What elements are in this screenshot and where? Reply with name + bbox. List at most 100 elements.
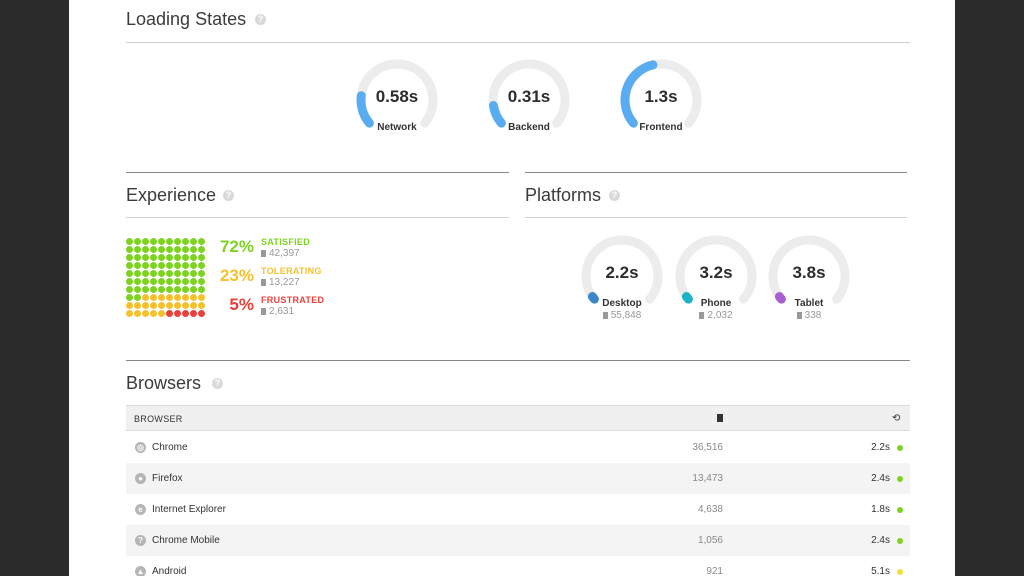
document-icon[interactable] xyxy=(717,414,723,422)
gauge-count: 55,848 xyxy=(610,310,642,321)
browser-row-internet-explorer[interactable]: e Internet Explorer 4,638 1.8s xyxy=(126,494,910,525)
satisfied-dot xyxy=(190,254,197,261)
satisfied-dot xyxy=(174,254,181,261)
gauge-value: 0.58s xyxy=(375,87,419,106)
tolerating-dot xyxy=(134,302,141,309)
satisfied-dot xyxy=(126,238,133,245)
gauge-fill xyxy=(774,292,786,304)
frustrated-label: FRUSTRATED xyxy=(261,295,325,305)
browser-name: Android xyxy=(152,566,187,576)
loading-states-title: Loading States xyxy=(126,9,247,29)
satisfied-dot xyxy=(158,254,165,261)
gauge-tablet[interactable]: 3.8s Tablet 338 xyxy=(767,234,851,321)
satisfied-dot xyxy=(182,254,189,261)
tolerating-dot xyxy=(166,294,173,301)
gauge-network[interactable]: 0.58s Network xyxy=(355,58,439,133)
browser-load-time: 2.4s xyxy=(871,535,890,546)
satisfied-dot xyxy=(134,238,141,245)
browser-name: Internet Explorer xyxy=(152,504,226,515)
satisfied-dot xyxy=(150,278,157,285)
question-icon[interactable]: ? xyxy=(223,190,234,201)
gauge-phone[interactable]: 3.2s Phone 2,032 xyxy=(674,234,758,321)
divider xyxy=(126,217,509,218)
satisfied-dot xyxy=(166,246,173,253)
browser-row-firefox[interactable]: ● Firefox 13,473 2.4s xyxy=(126,463,910,494)
satisfied-dot xyxy=(198,246,205,253)
gauge-label: Network xyxy=(377,122,417,133)
question-icon[interactable]: ? xyxy=(255,14,266,25)
satisfied-dot xyxy=(126,262,133,269)
browser-load-time: 1.8s xyxy=(871,504,890,515)
satisfied-dot xyxy=(158,270,165,277)
satisfied-dot xyxy=(134,294,141,301)
satisfied-percent: 72% xyxy=(219,237,254,256)
gauge-track xyxy=(581,235,663,304)
satisfied-dot xyxy=(198,254,205,261)
satisfied-dot xyxy=(142,278,149,285)
question-icon[interactable]: ? xyxy=(609,190,620,201)
gauge-desktop[interactable]: 2.2s Desktop 55,848 xyxy=(580,234,664,321)
satisfied-dot xyxy=(198,262,205,269)
tolerating-dot xyxy=(190,294,197,301)
frustrated-dot xyxy=(182,310,189,317)
browser-row-chrome-mobile[interactable]: ? Chrome Mobile 1,056 2.4s xyxy=(126,525,910,556)
experience-dot-grid xyxy=(126,238,205,317)
satisfied-dot xyxy=(150,270,157,277)
tolerating-dot xyxy=(150,310,157,317)
document-icon xyxy=(699,312,705,319)
gauge-frontend[interactable]: 1.3s Frontend xyxy=(619,58,703,133)
gauge-label: Phone xyxy=(700,298,732,309)
satisfied-dot xyxy=(190,238,197,245)
gauge-track xyxy=(768,235,850,304)
satisfied-dot xyxy=(166,286,173,293)
satisfied-dot xyxy=(166,278,173,285)
satisfied-dot xyxy=(142,254,149,261)
gauge-label: Frontend xyxy=(639,122,683,133)
browsers-title: Browsers xyxy=(126,373,202,393)
gauge-arc xyxy=(675,235,757,304)
browser-page-count: 1,056 xyxy=(697,535,723,546)
gauge-value: 3.2s xyxy=(699,263,733,282)
satisfied-dot xyxy=(126,270,133,277)
firefox-icon: ● xyxy=(135,473,146,484)
satisfied-dot xyxy=(158,238,165,245)
tolerating-dot xyxy=(142,310,149,317)
satisfied-dot xyxy=(150,246,157,253)
status-dot xyxy=(897,569,903,575)
satisfied-dot xyxy=(126,294,133,301)
satisfied-dot xyxy=(190,262,197,269)
satisfied-dot xyxy=(158,278,165,285)
divider xyxy=(126,360,910,361)
frustrated-dot xyxy=(198,310,205,317)
satisfied-dot xyxy=(182,278,189,285)
browser-row-chrome[interactable]: ◎ Chrome 36,516 2.2s xyxy=(126,432,910,463)
status-dot xyxy=(897,476,903,482)
status-dot xyxy=(897,507,903,513)
tolerating-dot xyxy=(182,302,189,309)
satisfied-dot xyxy=(166,254,173,261)
satisfied-dot xyxy=(126,278,133,285)
satisfied-dot xyxy=(166,270,173,277)
satisfied-dot xyxy=(150,262,157,269)
satisfied-dot xyxy=(198,238,205,245)
tolerating-dot xyxy=(142,302,149,309)
browser-page-count: 36,516 xyxy=(692,442,723,453)
question-icon[interactable]: ? xyxy=(212,378,223,389)
document-icon xyxy=(261,279,266,286)
android-icon: ▲ xyxy=(135,566,146,576)
tolerating-dot xyxy=(150,302,157,309)
frustrated-dot xyxy=(166,310,173,317)
gauge-arc xyxy=(581,235,663,304)
satisfied-dot xyxy=(166,238,173,245)
history-icon[interactable]: ⟲ xyxy=(892,413,901,424)
tolerating-dot xyxy=(174,302,181,309)
gauge-backend[interactable]: 0.31s Backend xyxy=(487,58,571,133)
satisfied-dot xyxy=(174,238,181,245)
browser-column-header[interactable]: BROWSER xyxy=(134,414,183,424)
satisfied-dot xyxy=(174,270,181,277)
status-dot xyxy=(897,445,903,451)
unknown-browser-icon: ? xyxy=(135,535,146,546)
satisfied-dot xyxy=(182,246,189,253)
tolerating-dot xyxy=(190,302,197,309)
browser-row-android[interactable]: ▲ Android 921 5.1s xyxy=(126,556,910,576)
